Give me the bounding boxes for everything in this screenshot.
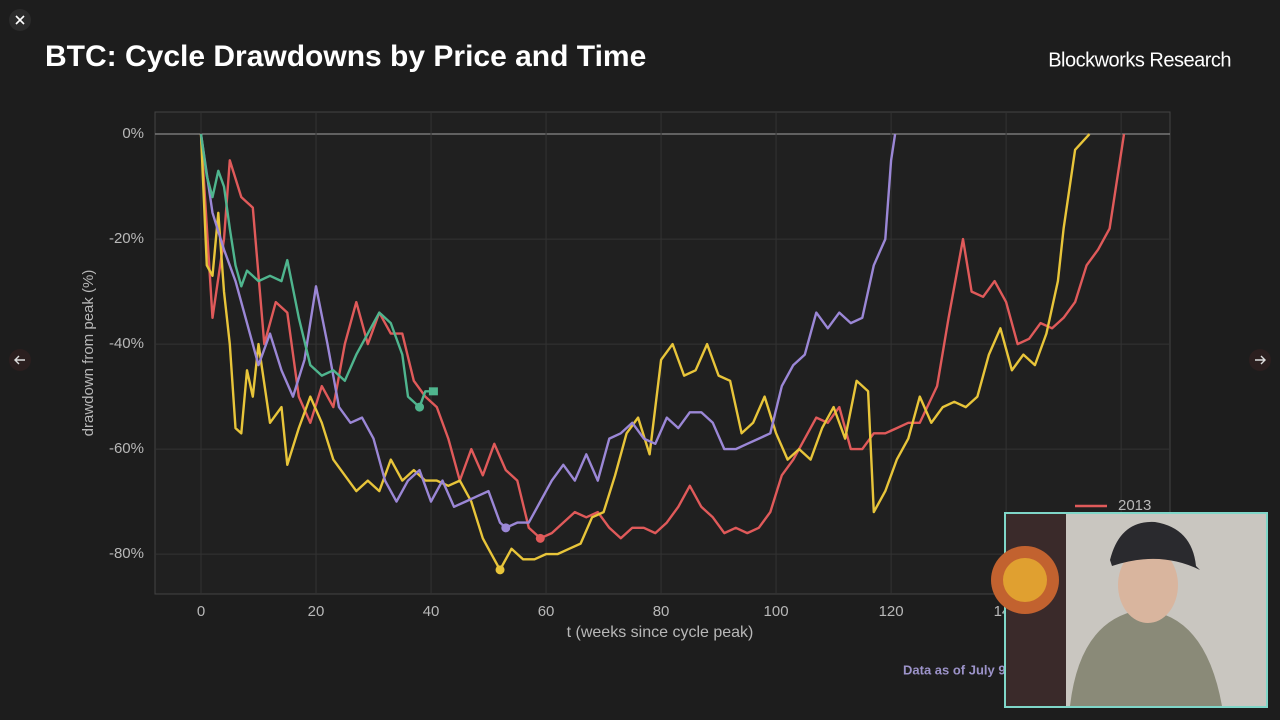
next-button[interactable] <box>1249 349 1271 371</box>
close-button[interactable] <box>9 9 31 31</box>
series-line <box>199 133 897 529</box>
slide-title: BTC: Cycle Drawdowns by Price and Time <box>45 40 646 73</box>
minimum-marker <box>415 402 425 412</box>
legend: 2013 <box>1075 497 1151 514</box>
plot-area <box>154 111 1171 595</box>
minimum-marker <box>495 565 505 575</box>
y-axis-label: drawdown from peak (%) <box>80 270 97 437</box>
y-tick-label: 0% <box>122 125 144 142</box>
series-line <box>199 133 1091 571</box>
x-tick-label: 120 <box>879 603 904 620</box>
x-tick-label: 60 <box>538 603 555 620</box>
minimum-marker <box>535 533 545 543</box>
x-tick-label: 40 <box>423 603 440 620</box>
x-axis-label: t (weeks since cycle peak) <box>567 624 754 641</box>
brand: Blockworks Research <box>1048 49 1231 71</box>
y-tick-label: -60% <box>109 440 144 457</box>
plot: 0%-20%-40%-60%-80%020406080100120140160 <box>109 112 1170 620</box>
series-line <box>199 133 1126 540</box>
y-tick-label: -40% <box>109 335 144 352</box>
series-line <box>199 133 434 409</box>
x-tick-label: 100 <box>764 603 789 620</box>
legend-label: 2013 <box>1118 497 1151 514</box>
webcam-overlay <box>991 512 1268 708</box>
prev-button[interactable] <box>9 349 31 371</box>
minimum-marker <box>501 523 511 533</box>
x-tick-label: 0 <box>197 603 205 620</box>
x-tick-label: 80 <box>653 603 670 620</box>
x-tick-label: 20 <box>308 603 325 620</box>
y-tick-label: -80% <box>109 545 144 562</box>
y-tick-label: -20% <box>109 230 144 247</box>
end-marker <box>428 387 438 396</box>
footer-note: Data as of July 9 <box>903 662 1006 677</box>
